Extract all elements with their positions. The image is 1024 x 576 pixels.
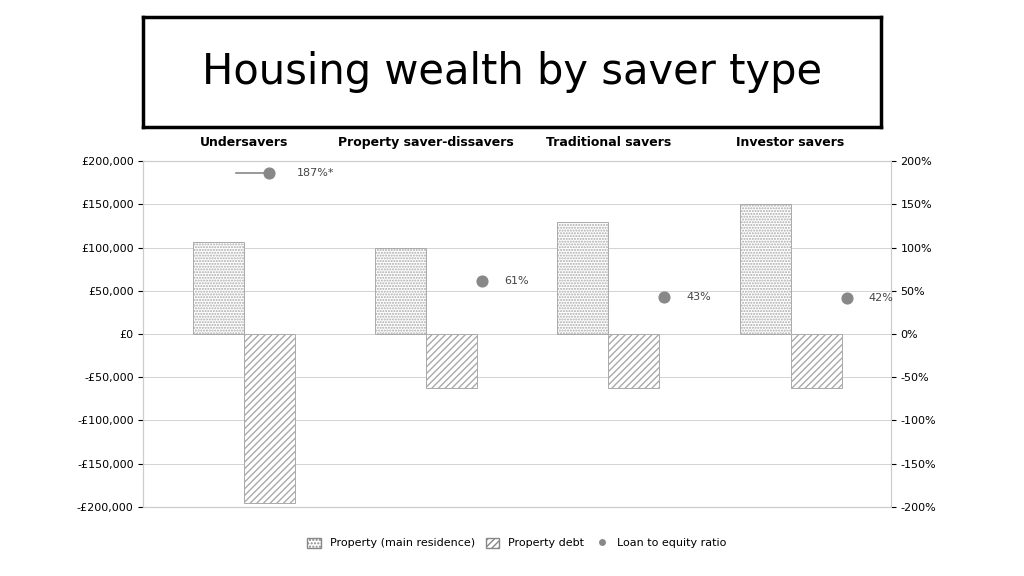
Bar xyxy=(426,334,477,388)
Text: Housing wealth by saver type: Housing wealth by saver type xyxy=(202,51,822,93)
Text: 61%: 61% xyxy=(504,276,528,286)
Bar xyxy=(244,334,295,502)
Text: 42%: 42% xyxy=(868,293,894,303)
Point xyxy=(656,293,673,302)
Bar xyxy=(739,204,791,334)
Legend: Property (main residence), Property debt, Loan to equity ratio: Property (main residence), Property debt… xyxy=(303,533,731,553)
Bar xyxy=(557,222,608,334)
Point xyxy=(474,277,490,286)
Bar xyxy=(375,248,426,334)
Point xyxy=(839,293,855,302)
Bar xyxy=(608,334,659,388)
Bar xyxy=(791,334,842,388)
Text: 187%*: 187%* xyxy=(297,168,334,177)
Point xyxy=(261,168,278,177)
Text: 43%: 43% xyxy=(686,292,711,302)
Bar xyxy=(193,242,244,334)
